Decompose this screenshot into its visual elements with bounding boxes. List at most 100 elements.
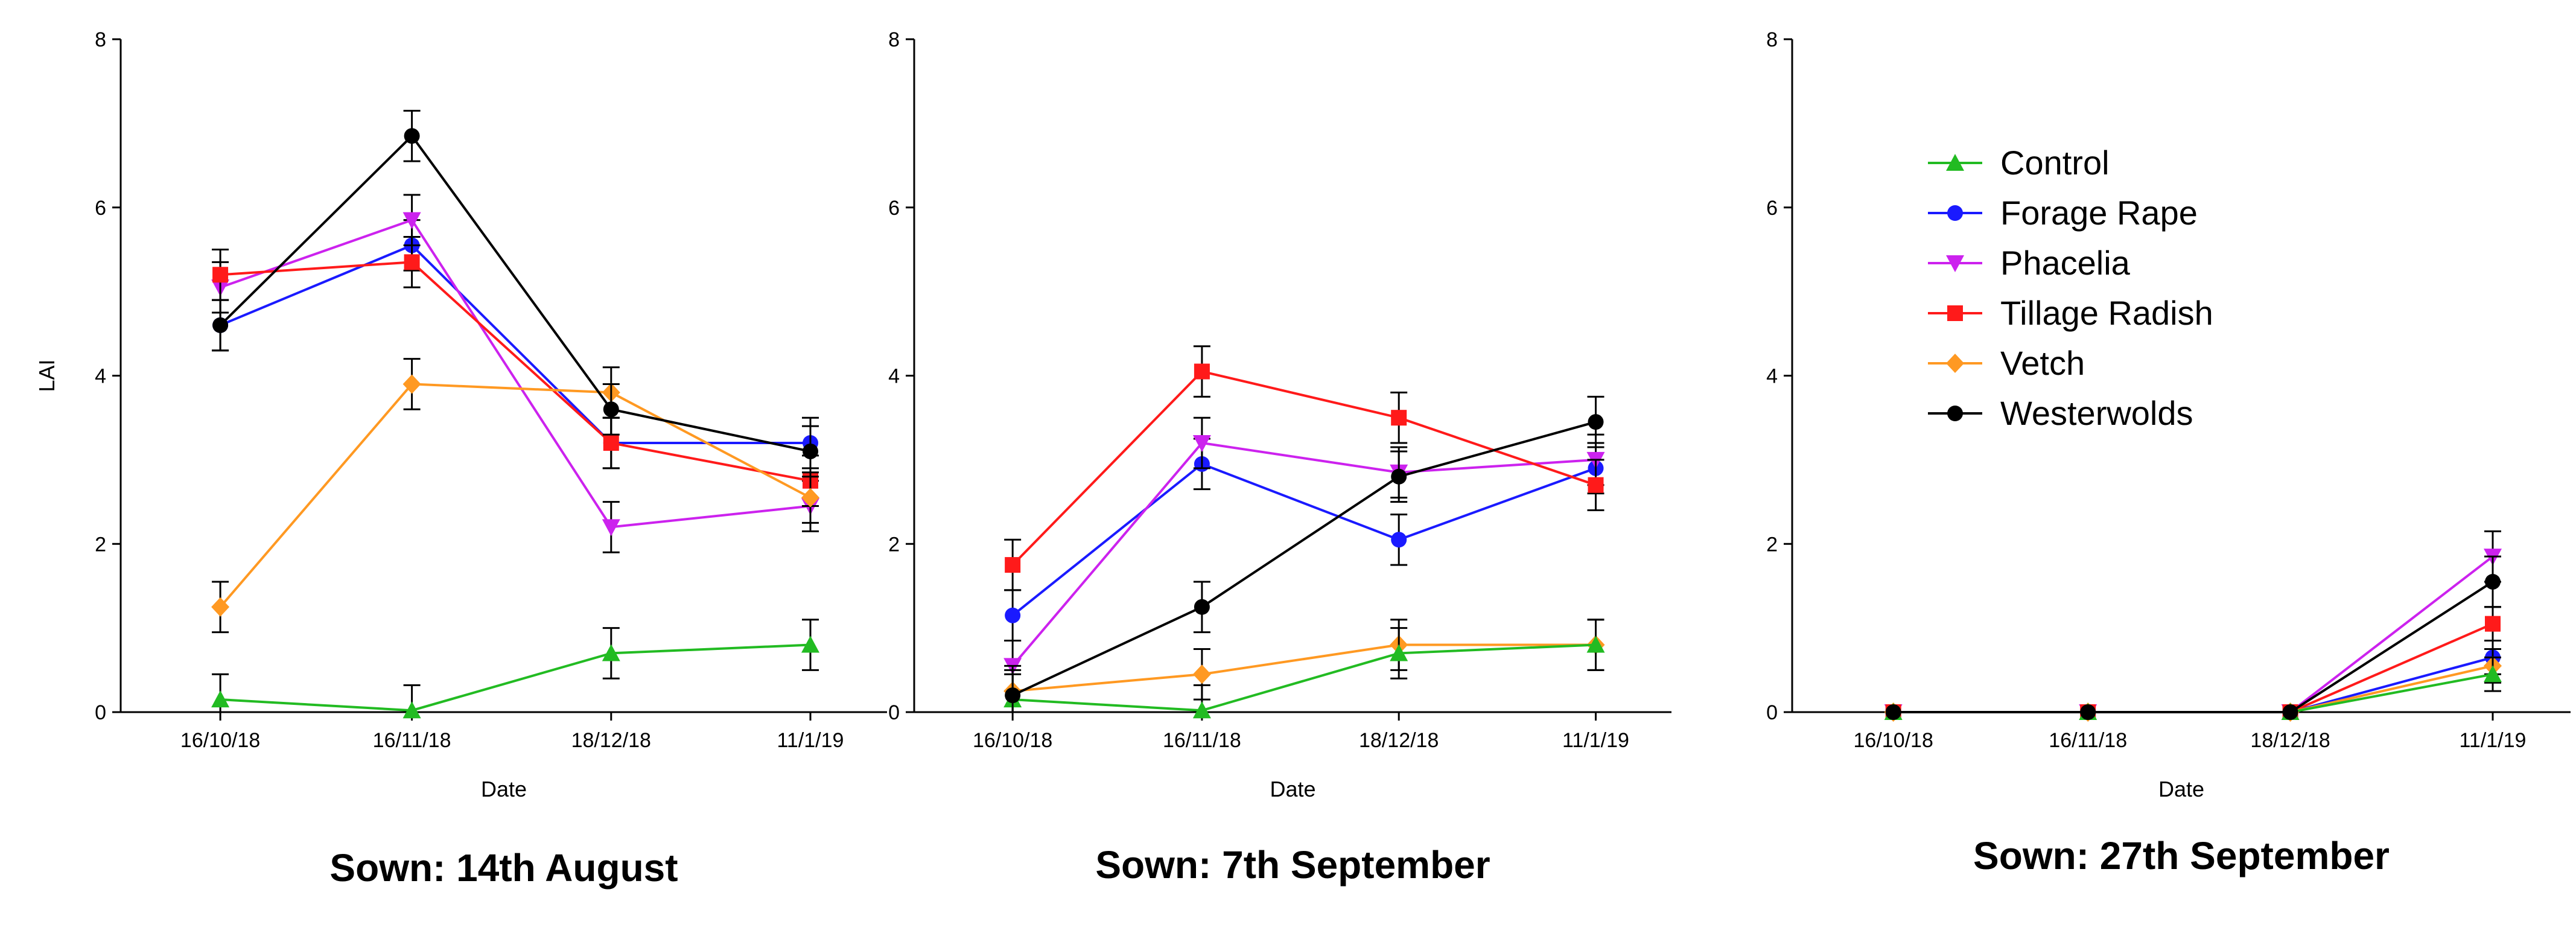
series-line-forage-rape bbox=[1893, 656, 2493, 713]
series-vetch bbox=[211, 358, 819, 634]
legend-item-tillage-radish: Tillage Radish bbox=[1928, 294, 2213, 332]
y-tick-label: 6 bbox=[95, 197, 106, 220]
series-tillage-radish bbox=[1004, 345, 1604, 591]
data-point-forage-rape bbox=[1005, 607, 1021, 623]
data-point-vetch bbox=[801, 488, 819, 508]
x-tick-label: 16/11/18 bbox=[2049, 729, 2127, 752]
y-tick-label: 8 bbox=[95, 28, 106, 51]
data-point-control bbox=[211, 690, 230, 708]
data-point-westerwolds bbox=[603, 401, 619, 418]
data-point-tillage-radish bbox=[1588, 477, 1604, 493]
data-point-control bbox=[2484, 665, 2502, 683]
data-point-westerwolds bbox=[212, 317, 229, 333]
series-line-westerwolds bbox=[219, 134, 811, 453]
x-tick-label: 11/1/19 bbox=[777, 729, 844, 752]
series-phacelia bbox=[1884, 530, 2502, 721]
series-control bbox=[211, 619, 819, 719]
legend-marker bbox=[1946, 154, 1964, 171]
series-line-forage-rape bbox=[220, 244, 810, 444]
x-tick-label: 18/12/18 bbox=[2250, 729, 2330, 752]
y-tick-label: 2 bbox=[1766, 533, 1778, 556]
series-line-westerwolds bbox=[1012, 421, 1597, 696]
legend-label: Tillage Radish bbox=[2000, 294, 2213, 332]
data-point-tillage-radish bbox=[603, 435, 619, 451]
data-point-tillage-radish bbox=[404, 254, 420, 270]
x-tick-label: 18/12/18 bbox=[571, 729, 651, 752]
series-line-vetch bbox=[1893, 664, 2493, 713]
series-phacelia bbox=[211, 194, 819, 553]
data-point-control bbox=[1192, 701, 1211, 719]
series-line-control bbox=[1893, 673, 2493, 713]
chart-panel-2: 0 2 4 6 8 16/10/18 16/11/18 18/12/18 11/1/19 Date… bbox=[888, 28, 1671, 887]
series-line-phacelia bbox=[1893, 555, 2494, 713]
y-axis-title: LAI bbox=[34, 359, 59, 392]
y-tick-label: 6 bbox=[1766, 197, 1778, 220]
series-forage-rape bbox=[1885, 640, 2501, 720]
y-tick-label: 4 bbox=[95, 365, 106, 388]
series-westerwolds bbox=[212, 109, 819, 478]
panel-title: Sown: 7th September bbox=[1095, 843, 1490, 887]
data-point-phacelia bbox=[1192, 435, 1211, 452]
legend-item-vetch: Vetch bbox=[1928, 344, 2085, 382]
y-tick-label: 0 bbox=[1766, 701, 1778, 724]
x-tick-label: 16/10/18 bbox=[180, 729, 260, 752]
legend-marker bbox=[1946, 255, 1964, 272]
data-point-westerwolds bbox=[1005, 687, 1021, 704]
legend-label: Control bbox=[2000, 144, 2110, 182]
series-line-vetch bbox=[1012, 643, 1596, 693]
data-point-westerwolds bbox=[404, 128, 420, 144]
series-line-phacelia bbox=[1011, 441, 1596, 667]
data-point-control bbox=[1586, 635, 1605, 653]
data-point-vetch bbox=[1192, 664, 1211, 684]
data-point-tillage-radish bbox=[2485, 616, 2501, 632]
data-point-phacelia bbox=[602, 519, 620, 537]
data-point-tillage-radish bbox=[1194, 363, 1210, 380]
y-tick-label: 0 bbox=[95, 701, 106, 724]
x-axis-title: Date bbox=[1270, 777, 1315, 801]
data-point-control bbox=[1390, 644, 1408, 661]
legend-label: Westerwolds bbox=[2000, 394, 2193, 432]
x-tick-label: 16/11/18 bbox=[1163, 729, 1241, 752]
series-line-vetch bbox=[219, 383, 811, 608]
data-point-westerwolds bbox=[1588, 414, 1604, 430]
legend-label: Vetch bbox=[2000, 344, 2085, 382]
series-control bbox=[1003, 619, 1605, 719]
chart-legend: Control Forage Rape Phacelia Tillage Radish… bbox=[1928, 144, 2213, 432]
y-tick-label: 4 bbox=[1766, 365, 1778, 388]
series-phacelia bbox=[1003, 416, 1605, 692]
x-axis-title: Date bbox=[2158, 777, 2204, 801]
legend-label: Forage Rape bbox=[2000, 194, 2198, 232]
data-point-westerwolds bbox=[803, 443, 818, 459]
data-point-westerwolds bbox=[2485, 573, 2501, 590]
legend-item-control: Control bbox=[1928, 144, 2110, 182]
series-line-control bbox=[1013, 643, 1596, 712]
y-tick-label: 4 bbox=[888, 365, 900, 388]
data-point-tillage-radish bbox=[212, 267, 229, 283]
data-point-control bbox=[402, 701, 421, 719]
y-tick-label: 8 bbox=[888, 28, 900, 51]
series-line-tillage-radish bbox=[1011, 370, 1597, 566]
series-line-westerwolds bbox=[1893, 581, 2494, 713]
legend-label: Phacelia bbox=[2000, 244, 2131, 282]
data-point-vetch bbox=[402, 374, 421, 394]
legend-marker bbox=[1946, 354, 1964, 373]
series-control bbox=[1884, 656, 2502, 720]
x-tick-label: 16/10/18 bbox=[1854, 729, 1933, 752]
x-tick-label: 18/12/18 bbox=[1359, 729, 1439, 752]
panel-title: Sown: 27th September bbox=[1973, 834, 2390, 877]
y-tick-label: 6 bbox=[888, 197, 900, 220]
data-point-forage-rape bbox=[1391, 532, 1407, 548]
series-tillage-radish bbox=[1885, 606, 2501, 720]
x-tick-label: 16/11/18 bbox=[373, 729, 451, 752]
panel-title: Sown: 14th August bbox=[329, 846, 678, 890]
x-axis-title: Date bbox=[481, 777, 527, 801]
legend-item-westerwolds: Westerwolds bbox=[1928, 394, 2193, 432]
data-point-tillage-radish bbox=[1391, 410, 1407, 426]
data-point-westerwolds bbox=[2080, 704, 2096, 720]
series-line-phacelia bbox=[220, 218, 811, 529]
x-tick-label: 11/1/19 bbox=[1562, 729, 1629, 752]
data-point-westerwolds bbox=[1194, 599, 1210, 615]
data-point-westerwolds bbox=[1391, 468, 1407, 485]
